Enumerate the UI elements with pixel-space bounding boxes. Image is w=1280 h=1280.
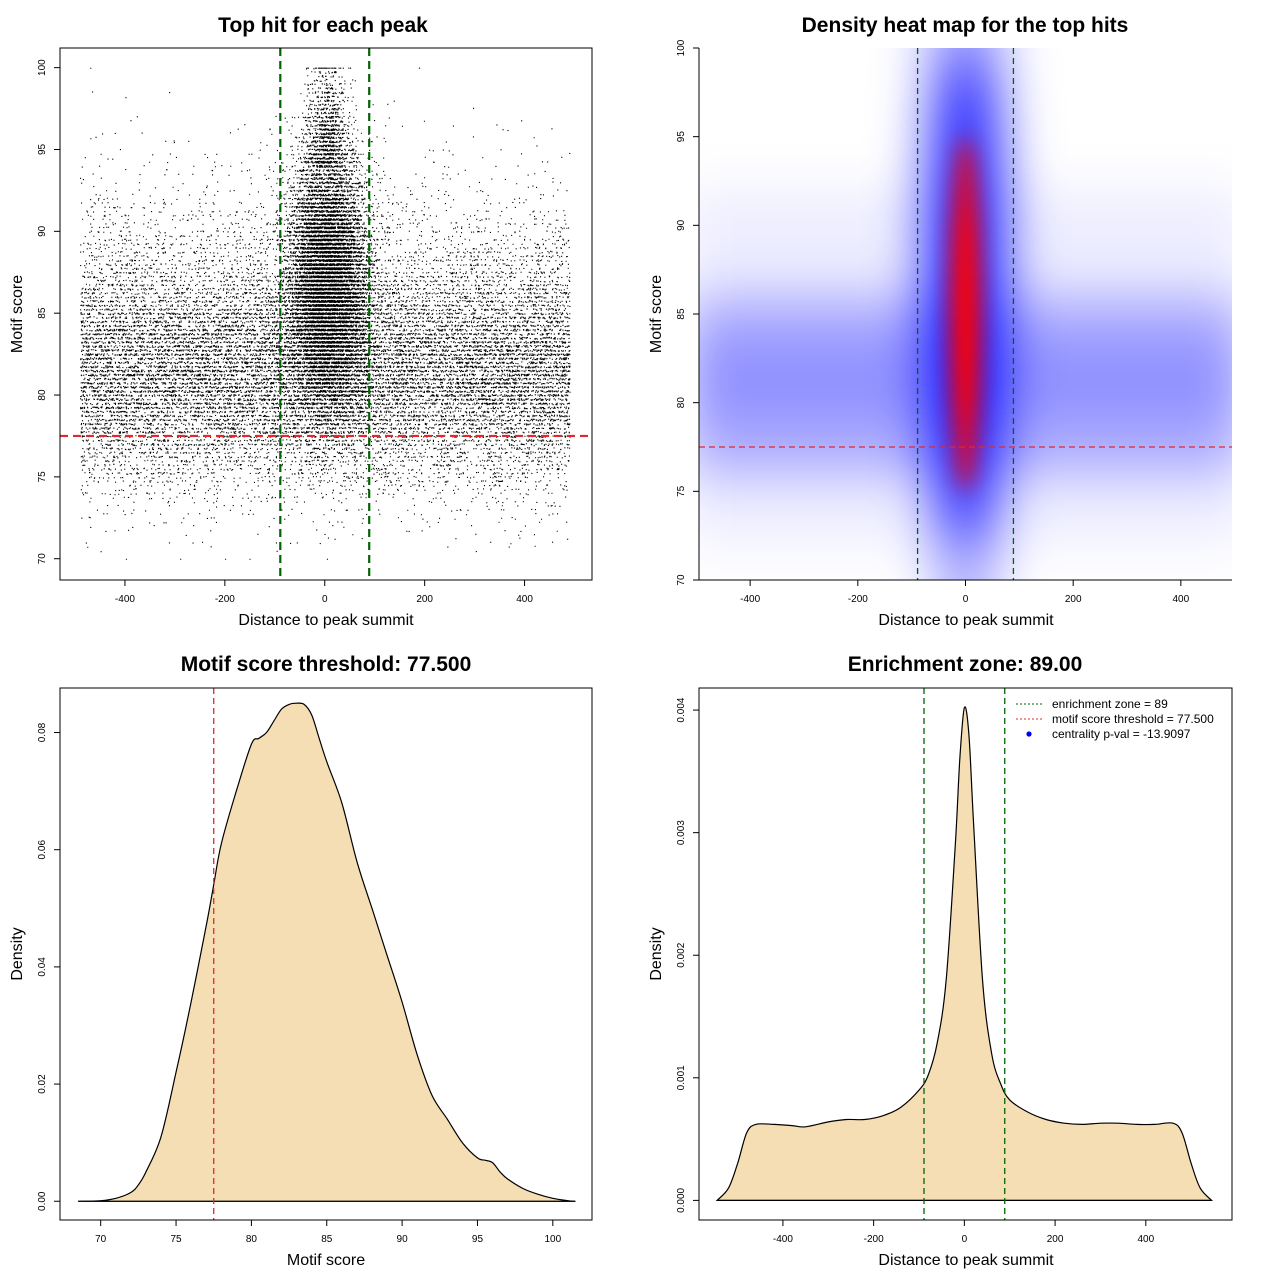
y-tick-label: 90 <box>676 219 687 231</box>
y-tick-label: 0.000 <box>676 1187 687 1212</box>
y-tick-label: 85 <box>676 308 687 320</box>
x-tick-label: 85 <box>321 1234 333 1245</box>
x-tick-label: 200 <box>1047 1234 1064 1245</box>
legend-enrichment-label: enrichment zone = 89 <box>1052 697 1168 711</box>
panel4-frame <box>698 687 1233 1221</box>
x-tick-label: 70 <box>95 1234 107 1245</box>
x-tick-label: 90 <box>397 1234 409 1245</box>
panel2-y-ticks: 70 75 80 85 90 95 100 <box>676 39 699 586</box>
y-tick-label: 0.06 <box>37 840 48 860</box>
panel1-x-label: Distance to peak summit <box>238 612 414 629</box>
y-tick-label: 95 <box>37 143 48 155</box>
panel1-frame <box>59 47 593 581</box>
legend-pval-point-icon <box>1026 731 1032 737</box>
heatmap-peak-layer <box>949 136 982 492</box>
panel-score-density: Motif score threshold: 77.500 70 75 80 85 90… <box>9 653 593 1269</box>
panel1-reference-lines <box>60 48 592 580</box>
scatter-points <box>80 67 571 560</box>
panel3-frame <box>59 687 593 1221</box>
x-tick-label: 400 <box>516 594 533 605</box>
panel4-y-ticks: 0.000 0.001 0.002 0.003 0.004 <box>676 697 699 1213</box>
y-tick-label: 95 <box>676 131 687 143</box>
y-tick-label: 75 <box>37 471 48 483</box>
distance-density-curve <box>715 706 1213 1201</box>
x-tick-label: 200 <box>1065 594 1082 605</box>
panel1-title: Top hit for each peak <box>218 14 428 37</box>
y-tick-label: 0.08 <box>37 722 48 742</box>
y-tick-label: 0.04 <box>37 957 48 977</box>
score-density-curve <box>78 702 576 1202</box>
x-tick-label: -200 <box>215 594 235 605</box>
panel2-x-ticks: -400 -200 0 200 400 <box>740 580 1190 605</box>
panel3-y-label: Density <box>9 927 26 980</box>
panel-top-hit-scatter: Top hit for each peak -400 -200 0 200 400 70… <box>9 14 593 629</box>
y-tick-label: 0.00 <box>37 1191 48 1211</box>
y-tick-label: 85 <box>37 307 48 319</box>
y-tick-label: 0.002 <box>676 942 687 967</box>
panel3-x-ticks: 70 75 80 85 90 95 100 <box>95 1220 562 1245</box>
panel-distance-density: Enrichment zone: 89.00 -400 -200 0 200 400 0… <box>648 653 1233 1269</box>
x-tick-label: 400 <box>1137 1234 1154 1245</box>
y-tick-label: 70 <box>37 553 48 565</box>
scatter-points-path <box>80 67 571 560</box>
x-tick-label: -400 <box>740 594 760 605</box>
panel3-x-label: Motif score <box>287 1252 365 1269</box>
panel4-x-ticks: -400 -200 0 200 400 <box>773 1220 1155 1245</box>
y-tick-label: 80 <box>37 389 48 401</box>
panel2-reference-lines <box>699 48 1232 580</box>
panel2-y-label: Motif score <box>648 275 665 353</box>
x-tick-label: 95 <box>472 1234 484 1245</box>
y-tick-label: 100 <box>676 39 687 56</box>
x-tick-label: 400 <box>1173 594 1190 605</box>
panel3-y-ticks: 0.00 0.02 0.04 0.06 0.08 <box>37 722 60 1211</box>
x-tick-label: 0 <box>962 1234 968 1245</box>
x-tick-label: -400 <box>773 1234 793 1245</box>
y-tick-label: 90 <box>37 225 48 237</box>
density-peak-core <box>955 207 976 421</box>
y-tick-label: 0.001 <box>676 1065 687 1090</box>
x-tick-label: 80 <box>246 1234 258 1245</box>
panel4-x-label: Distance to peak summit <box>878 1252 1054 1269</box>
x-tick-label: 0 <box>322 594 328 605</box>
panel1-y-ticks: 70 75 80 85 90 95 100 <box>37 59 60 564</box>
panel4-y-label: Density <box>648 927 665 980</box>
panel-density-heatmap: Density heat map for the top hits -400 -2… <box>648 14 1232 629</box>
y-tick-label: 75 <box>676 485 687 497</box>
y-tick-label: 100 <box>37 59 48 76</box>
panel4-legend: enrichment zone = 89 motif score thresho… <box>1016 697 1214 741</box>
legend-pval-label: centrality p-val = -13.9097 <box>1052 727 1191 741</box>
x-tick-label: 75 <box>170 1234 182 1245</box>
panel4-title: Enrichment zone: 89.00 <box>848 653 1083 676</box>
panel3-title: Motif score threshold: 77.500 <box>181 653 472 676</box>
legend-threshold-label: motif score threshold = 77.500 <box>1052 712 1214 726</box>
x-tick-label: -200 <box>848 594 868 605</box>
panel2-title: Density heat map for the top hits <box>802 14 1129 37</box>
y-tick-label: 0.02 <box>37 1074 48 1094</box>
x-tick-label: -200 <box>864 1234 884 1245</box>
x-tick-label: -400 <box>115 594 135 605</box>
panel1-y-label: Motif score <box>9 275 26 353</box>
y-tick-label: 0.004 <box>676 697 687 722</box>
y-tick-label: 0.003 <box>676 820 687 845</box>
y-tick-label: 80 <box>676 397 687 409</box>
panel4-reference-lines <box>923 688 1006 1220</box>
y-tick-label: 70 <box>676 574 687 586</box>
panel1-x-ticks: -400 -200 0 200 400 <box>115 580 533 605</box>
x-tick-label: 0 <box>963 594 969 605</box>
x-tick-label: 200 <box>416 594 433 605</box>
panel2-x-label: Distance to peak summit <box>878 612 1054 629</box>
x-tick-label: 100 <box>544 1234 561 1245</box>
